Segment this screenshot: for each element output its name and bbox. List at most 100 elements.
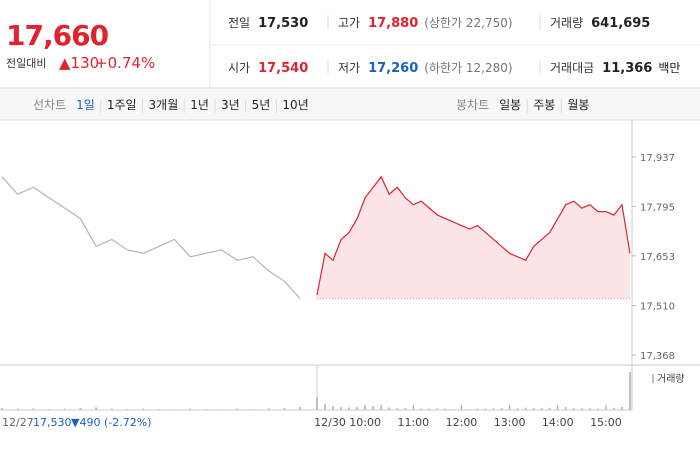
tab[interactable]: 1일 [76,98,95,112]
volume-bar [79,408,82,410]
y-tick-label: 17,937 [640,153,675,164]
summary-value: 641,695 [591,16,650,31]
volume-bar [63,408,66,410]
summary-label: 거래대금 [550,61,594,75]
volume-bar [508,408,511,410]
volume-bar [532,408,535,410]
x-tick-label: 15:00 [590,416,622,429]
volume-bar [142,408,145,410]
volume-bar [267,408,270,410]
volume-bar [500,408,503,410]
tab[interactable]: 1년 [190,98,209,112]
prev-close: 17,530 [33,416,72,429]
tab-group-label: 봉차트 [456,98,489,112]
tab[interactable]: 월봉 [567,98,589,112]
volume-bar [1,408,3,410]
summary-value: 17,530 [258,16,308,31]
volume-bar [396,408,399,410]
y-tick-label: 17,510 [640,302,675,313]
summary-unit: 백만 [658,61,680,75]
summary-label: 시가 [228,61,250,75]
volume-bar [16,408,19,410]
volume-bar [356,406,359,410]
volume-bar [157,409,160,410]
volume-bar [516,408,519,410]
volume-bar [620,406,623,410]
volume-bar [340,406,343,410]
summary-value: 17,540 [258,61,308,76]
tab[interactable]: 5년 [252,98,271,112]
x-tick-label: 14:00 [542,416,574,429]
volume-bar [236,408,239,410]
tab[interactable]: 3개월 [149,98,179,112]
tab-bar [0,89,700,120]
volume-bar [420,408,423,410]
volume-bar [173,409,176,410]
area-fill [317,176,630,299]
tab[interactable]: 10년 [282,98,308,112]
volume-bar [348,407,351,410]
volume-bar [436,408,439,410]
tab-group-label: 선차트 [33,98,66,112]
x-tick-label: 12/30 [314,416,346,429]
volume-bar [324,404,327,410]
volume-bar [380,404,383,410]
x-tick-label: 10:00 [349,416,381,429]
change-label: 전일대비 [6,56,46,70]
change-rate: +0.74% [95,54,155,72]
prev-change: ▼490 [71,416,100,429]
volume-bar [95,407,98,410]
volume-bar [524,407,527,410]
volume-bar [388,407,391,410]
volume-bar [540,408,543,410]
tab[interactable]: 일봉 [499,98,521,112]
y-tick-label: 17,795 [640,202,675,213]
tab[interactable]: 주봉 [533,98,555,112]
x-tick-label: 11:00 [397,416,429,429]
volume-bar [32,408,35,410]
volume-bar [126,409,129,410]
volume-bar [204,409,207,410]
volume-bar [110,408,113,410]
volume-bar [468,409,471,410]
chart: 17,368 17,510 17,653 17,795 17,937 12/27 12/30… [1,153,685,429]
x-tick-label: 12:00 [446,416,478,429]
price-line [1,176,301,299]
price: 17,660 [6,19,109,52]
volume-bar [572,408,575,410]
volume-bar [316,397,318,410]
volume-bar [452,409,455,410]
summary: 전일 17,530 고가 17,880 (상한가 22,750) 거래량 641,695 시가… [228,15,680,76]
x-tick-label: 13:00 [494,416,526,429]
volume-bar [48,409,51,410]
summary-label: 전일 [228,16,250,30]
volume-bar [460,409,463,410]
tabs: 선차트 1일 1주일 3개월 1년 3년 5년 10년 봉차트 일봉 주봉 월봉 [33,98,589,113]
volume-bar [629,372,631,410]
volume-bar [556,407,559,410]
volume-bar [548,407,551,410]
volume-bar [189,408,192,410]
price-line [316,175,631,296]
volume-bar [484,408,487,410]
tab[interactable]: 1주일 [107,98,137,112]
tab[interactable]: 3년 [221,98,240,112]
change: ▲130 [59,54,99,72]
summary-value: 11,366 [602,61,652,76]
volume-bar [404,408,407,410]
volume-bar [283,408,286,410]
volume-bar [492,408,495,410]
volume-bar [220,409,223,410]
volume-bar [564,406,567,410]
summary-value: 17,880 [368,16,418,31]
volume-bar [612,407,615,410]
volume-bar [588,408,591,410]
prev-rate: (-2.72%) [104,416,152,429]
summary-label: 저가 [338,61,360,75]
x-tick-label: 12/27 [2,416,34,429]
summary-note: (하한가 12,280) [424,61,512,75]
volume-bar [444,408,447,410]
summary-label: 고가 [338,16,360,30]
volume-bar [332,406,335,410]
